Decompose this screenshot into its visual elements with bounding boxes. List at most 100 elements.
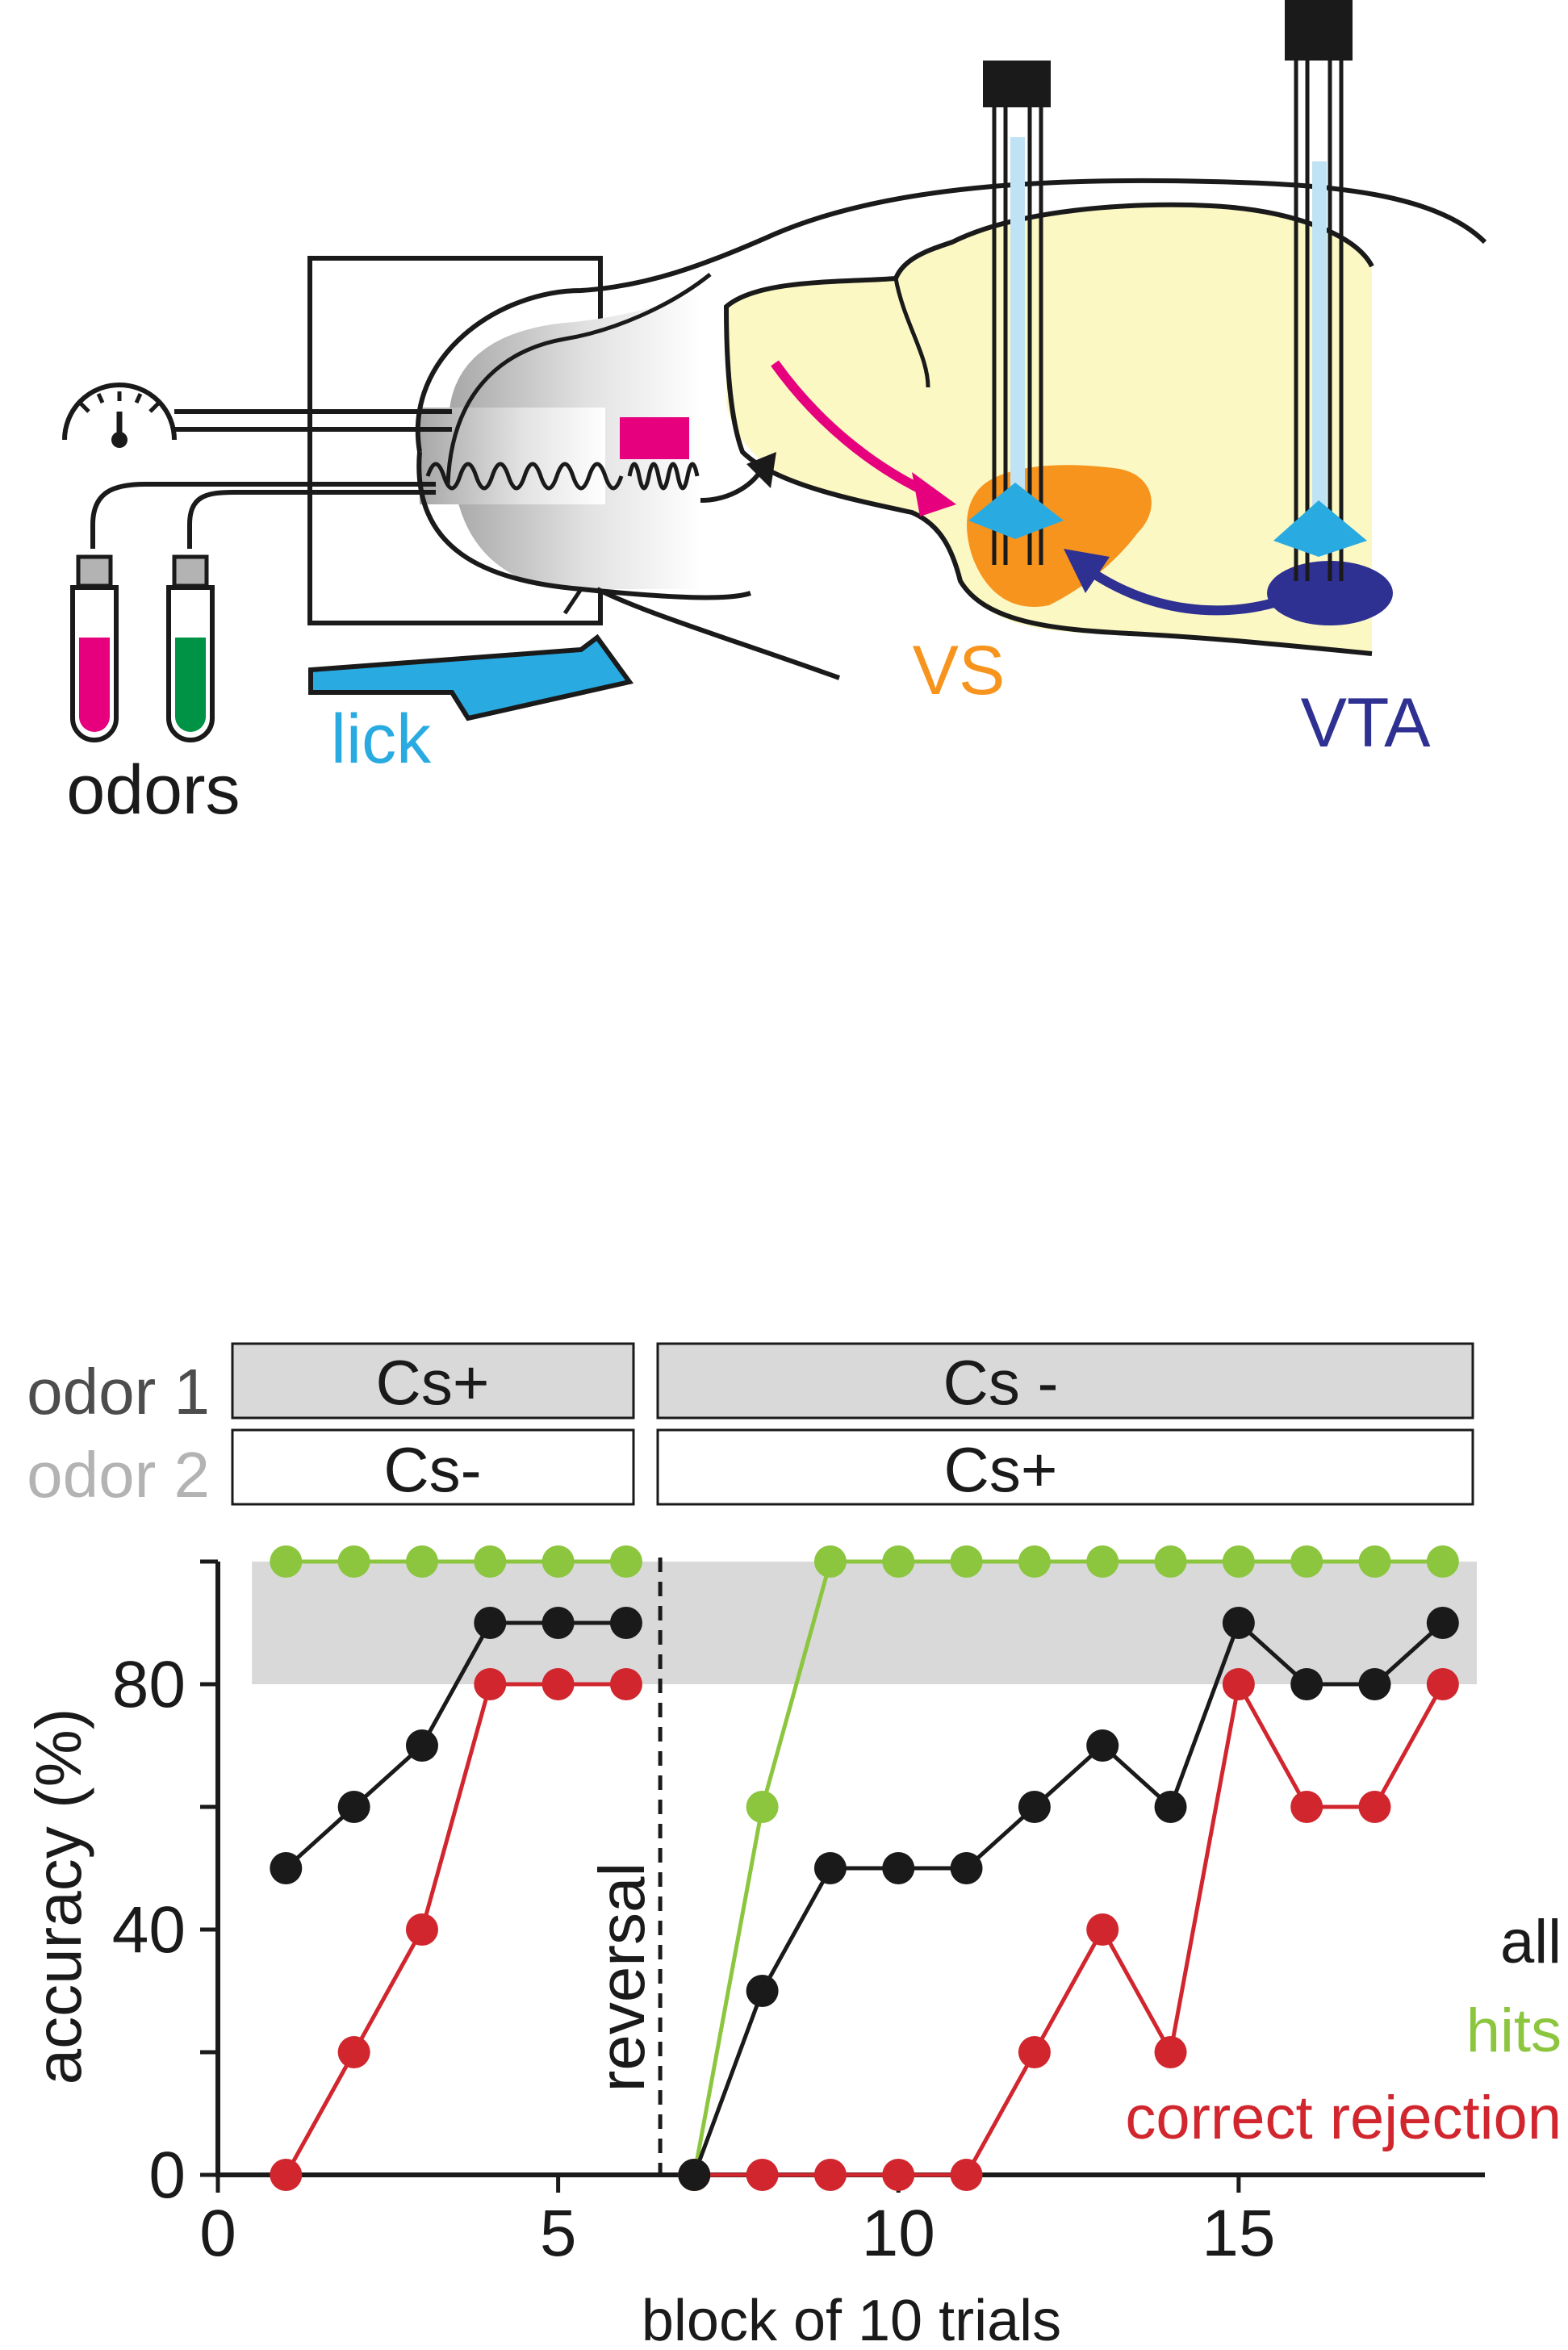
y-tick-label: 0 bbox=[148, 2139, 186, 2212]
point-hits bbox=[270, 1545, 303, 1578]
point-all bbox=[474, 1607, 507, 1639]
legend-correct-rejection: correct rejection bbox=[1125, 2084, 1562, 2152]
brain-outline bbox=[723, 202, 1374, 656]
point-all bbox=[1426, 1607, 1459, 1639]
point-correct-rejection bbox=[474, 1668, 507, 1700]
mouse-outline-lower bbox=[416, 451, 751, 600]
vta-label: VTA bbox=[1301, 684, 1432, 762]
setup-schematic: odors lick VS VTA bbox=[62, 0, 1487, 829]
x-axis-title: block of 10 trials bbox=[642, 2289, 1061, 2350]
x-tick-label: 10 bbox=[862, 2197, 935, 2270]
point-hits bbox=[813, 1545, 847, 1578]
odor-pulse-marker bbox=[620, 417, 689, 459]
point-hits bbox=[1290, 1545, 1323, 1578]
vta-arrow-head bbox=[1064, 549, 1110, 593]
odor-line-1 bbox=[90, 482, 436, 549]
series-layer bbox=[270, 1545, 1459, 2191]
point-correct-rejection bbox=[1222, 1668, 1255, 1700]
point-correct-rejection bbox=[1358, 1791, 1391, 1823]
point-hits bbox=[337, 1545, 370, 1578]
point-all bbox=[1018, 1791, 1051, 1823]
odor2-label: odor 2 bbox=[27, 1439, 210, 1511]
point-correct-rejection bbox=[609, 1668, 642, 1700]
y-tick-label: 40 bbox=[112, 1893, 186, 1967]
cortex-to-vs-arrow bbox=[771, 360, 939, 501]
point-hits bbox=[1154, 1545, 1187, 1578]
odor-vial-green bbox=[166, 554, 215, 742]
odor2-post-label: Cs+ bbox=[944, 1434, 1058, 1505]
legend-all: all bbox=[1500, 1908, 1562, 1976]
axis-ticks: 0 40 80 0 5 10 15 bbox=[112, 1559, 1275, 2270]
odor2-post-box bbox=[656, 1428, 1474, 1506]
point-all bbox=[609, 1607, 642, 1639]
point-hits bbox=[609, 1545, 642, 1578]
point-all bbox=[1154, 1791, 1187, 1823]
lick-label: lick bbox=[331, 700, 432, 778]
odors-label: odors bbox=[66, 751, 240, 829]
sniff-arrow-head bbox=[746, 452, 776, 488]
point-all bbox=[678, 2159, 711, 2191]
point-correct-rejection bbox=[405, 1913, 438, 1946]
point-all bbox=[882, 1852, 915, 1884]
point-all bbox=[813, 1852, 847, 1884]
odor1-post-box bbox=[656, 1342, 1474, 1420]
odor1-post-label: Cs - bbox=[943, 1347, 1059, 1418]
series-line-correct-rejection bbox=[284, 1682, 626, 2176]
point-correct-rejection bbox=[950, 2159, 983, 2191]
x-tick-label: 15 bbox=[1202, 2197, 1275, 2270]
point-correct-rejection bbox=[813, 2159, 847, 2191]
point-all bbox=[270, 1852, 303, 1884]
odor1-label: odor 1 bbox=[27, 1356, 210, 1428]
point-all bbox=[541, 1607, 575, 1639]
point-correct-rejection bbox=[882, 2159, 915, 2191]
brain-sulcus bbox=[893, 278, 930, 388]
vs-label: VS bbox=[913, 632, 1006, 709]
point-all bbox=[337, 1791, 370, 1823]
odor1-pre-label: Cs+ bbox=[376, 1347, 490, 1418]
y-axis-title: accuracy (%) bbox=[23, 1708, 94, 2085]
vta-region bbox=[1267, 561, 1393, 625]
point-hits bbox=[405, 1545, 438, 1578]
point-correct-rejection bbox=[1154, 2036, 1187, 2068]
point-hits bbox=[1018, 1545, 1051, 1578]
point-hits bbox=[746, 1791, 779, 1823]
point-correct-rejection bbox=[1426, 1668, 1459, 1700]
legend-hits: hits bbox=[1466, 1997, 1562, 2065]
point-hits bbox=[1086, 1545, 1119, 1578]
mouse-mouth bbox=[562, 587, 614, 615]
airflow-wave bbox=[425, 462, 624, 491]
x-tick-label: 0 bbox=[199, 2197, 236, 2270]
brain bbox=[726, 204, 1372, 654]
point-all bbox=[405, 1729, 438, 1762]
point-hits bbox=[1222, 1545, 1255, 1578]
criterion-band bbox=[252, 1562, 1478, 1684]
vs-probe bbox=[968, 61, 1064, 565]
point-hits bbox=[541, 1545, 575, 1578]
airflow-wave-tight bbox=[627, 462, 700, 491]
accuracy-chart: reversal 0 40 80 0 5 10 15 accuracy (%) block … bbox=[23, 1545, 1562, 2350]
odor1-pre-box bbox=[231, 1342, 635, 1420]
point-all bbox=[1086, 1729, 1119, 1762]
y-tick-label: 80 bbox=[112, 1648, 186, 1721]
point-all bbox=[746, 1975, 779, 2007]
point-hits bbox=[950, 1545, 983, 1578]
sniff-arrow bbox=[700, 466, 765, 503]
point-all bbox=[1222, 1607, 1255, 1639]
mouse-jaw bbox=[596, 587, 841, 680]
point-all bbox=[1358, 1668, 1391, 1700]
lick-spout bbox=[308, 633, 634, 721]
odor2-pre-box bbox=[231, 1428, 635, 1506]
point-hits bbox=[1358, 1545, 1391, 1578]
x-tick-label: 5 bbox=[540, 2197, 577, 2270]
odor-vial-magenta bbox=[70, 554, 119, 742]
point-hits bbox=[474, 1545, 507, 1578]
odor-line-2 bbox=[187, 490, 436, 549]
reversal-label: reversal bbox=[586, 1863, 658, 2093]
point-correct-rejection bbox=[541, 1668, 575, 1700]
point-correct-rejection bbox=[1086, 1913, 1119, 1946]
point-hits bbox=[882, 1545, 915, 1578]
point-correct-rejection bbox=[270, 2159, 303, 2191]
point-correct-rejection bbox=[1290, 1791, 1323, 1823]
mouse-snout-inner bbox=[445, 273, 712, 485]
